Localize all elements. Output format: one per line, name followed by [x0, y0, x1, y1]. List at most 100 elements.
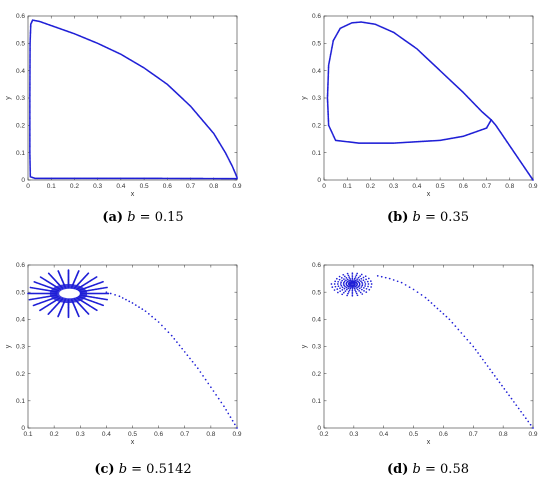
data-point [29, 127, 31, 130]
data-point [348, 286, 351, 288]
data-point [367, 283, 370, 285]
x-tick-label-a: 0.9 [232, 183, 241, 190]
data-point [365, 278, 367, 281]
data-point [356, 286, 359, 289]
data-point [351, 291, 354, 293]
data-point [29, 64, 31, 67]
data-point [29, 116, 31, 119]
data-point [360, 286, 363, 288]
data-point [29, 75, 31, 77]
y-tick-label-c: 0 [21, 425, 25, 432]
data-point [334, 280, 337, 283]
trajectory-c [27, 269, 238, 429]
data-point [335, 277, 338, 280]
data-point [327, 111, 329, 114]
data-point [326, 99, 329, 102]
data-point [29, 100, 31, 103]
data-point [29, 145, 31, 148]
caption-c: (c) b = 0.5142 [94, 462, 191, 477]
data-point [351, 275, 354, 278]
data-point [327, 80, 329, 82]
data-point [466, 338, 469, 341]
data-point [29, 151, 31, 154]
data-point [392, 279, 395, 281]
trajectory-a [29, 19, 238, 180]
data-point [29, 58, 31, 60]
data-point [29, 42, 31, 45]
x-tick-label-d: 0.2 [319, 431, 328, 438]
data-point [331, 286, 334, 289]
data-point [361, 288, 363, 291]
data-point [29, 162, 31, 165]
data-point [326, 98, 329, 101]
data-point [343, 280, 346, 283]
data-point [29, 122, 31, 125]
y-tick-label-c: 0.6 [16, 262, 25, 269]
caption-a-value: = 0.15 [139, 210, 184, 225]
data-point [384, 276, 387, 279]
data-point [340, 284, 343, 287]
data-point [357, 276, 360, 279]
data-point [161, 324, 163, 327]
data-point [493, 374, 496, 377]
data-point [356, 272, 359, 275]
data-point [29, 153, 31, 155]
data-point [327, 124, 330, 127]
data-point [29, 89, 31, 92]
data-point [29, 114, 31, 116]
data-point [29, 137, 31, 139]
data-point [420, 294, 423, 296]
caption-a-label: (a) [102, 210, 124, 225]
x-tick-label-c: 0.7 [180, 431, 189, 438]
data-point [121, 297, 124, 299]
data-point [340, 281, 342, 284]
data-point [346, 294, 348, 297]
data-point [357, 281, 360, 283]
data-point [207, 382, 210, 385]
x-tick-label-c: 0.8 [206, 431, 215, 438]
data-point [29, 104, 31, 107]
data-point [29, 133, 31, 136]
data-point [336, 283, 339, 285]
caption-b-value: = 0.35 [425, 210, 469, 225]
data-point [29, 139, 31, 142]
data-point [29, 48, 31, 51]
chart-a: 0 0.1 0.2 0.3 0.4 0.5 0.6 0.7 0.8 0.9 0 0.1 0.2 0.3 0.… [5, 13, 242, 198]
data-point [361, 293, 364, 295]
data-point [501, 384, 503, 387]
caption-d-label: (d) [387, 462, 409, 477]
data-point [29, 150, 31, 153]
y-tick-label-d: 0.2 [312, 371, 321, 378]
caption-b: (b) b = 0.35 [387, 210, 469, 225]
data-point [191, 360, 194, 363]
data-point [29, 132, 31, 135]
data-point [326, 87, 329, 90]
data-point [29, 61, 31, 64]
data-point [522, 414, 525, 416]
data-point [29, 49, 31, 52]
x-tick-label-c: 0.4 [102, 431, 111, 438]
data-point [186, 354, 189, 357]
data-point [330, 283, 333, 285]
y-tick-label-a: 0.2 [16, 123, 25, 130]
data-point [356, 288, 359, 291]
data-point [189, 357, 191, 360]
y-axis-label-a: y [5, 96, 12, 100]
data-point [356, 280, 359, 282]
data-point [517, 407, 520, 410]
data-point [327, 81, 329, 84]
data-point [326, 100, 329, 103]
data-point [370, 280, 372, 282]
data-point [29, 103, 31, 105]
data-point [343, 275, 346, 278]
data-point [29, 55, 31, 58]
x-tick-label-b: 0.8 [505, 183, 514, 190]
data-point [223, 405, 225, 408]
data-point [439, 310, 442, 313]
data-point [327, 122, 330, 124]
data-point [360, 273, 363, 276]
data-point [29, 166, 31, 168]
x-tick-label-b: 0.6 [459, 183, 468, 190]
x-axis-label-b: x [427, 191, 431, 198]
